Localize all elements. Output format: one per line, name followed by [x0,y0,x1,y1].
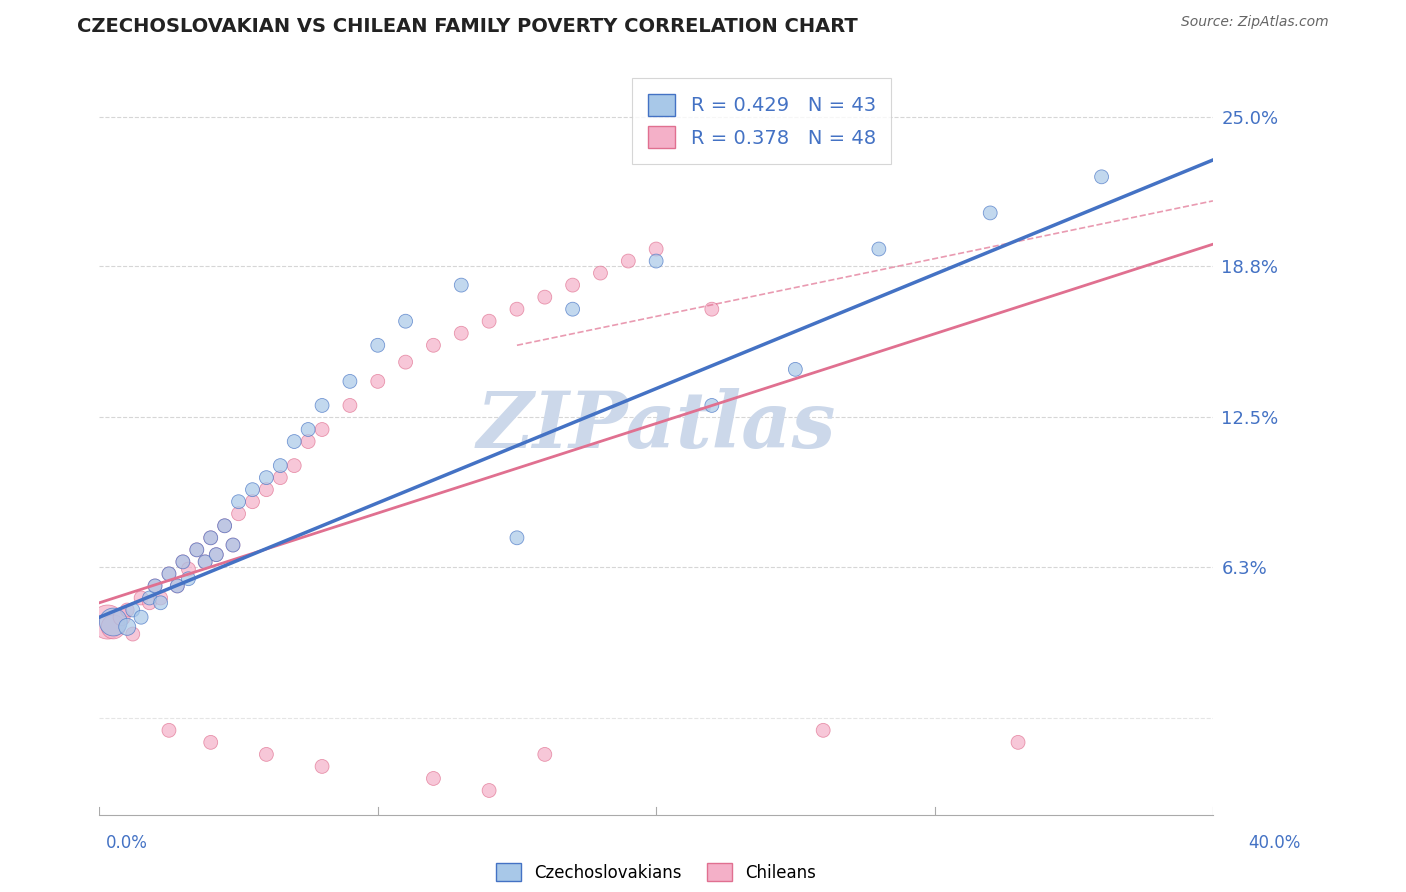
Point [533,747,555,762]
Text: 40.0%: 40.0% [1249,834,1301,852]
Point [186,542,208,557]
Point [157,723,180,738]
Point [200,531,222,545]
Point [478,783,501,797]
Point [205,548,228,562]
Point [311,399,333,413]
Point [138,591,160,605]
Point [222,538,245,552]
Point [478,314,501,328]
Point [561,278,583,293]
Point [339,375,361,389]
Point [561,302,583,317]
Point [422,338,444,352]
Point [533,290,555,304]
Point [166,579,188,593]
Point [115,620,138,634]
Point [450,278,472,293]
Point [194,555,217,569]
Point [979,206,1001,220]
Point [311,423,333,437]
Point [194,555,217,569]
Point [868,242,890,256]
Point [450,326,472,341]
Point [129,591,152,605]
Point [394,314,416,328]
Point [157,566,180,581]
Point [1090,169,1112,184]
Point [138,596,160,610]
Point [228,507,250,521]
Point [700,302,723,317]
Point [111,610,134,624]
Point [339,399,361,413]
Point [103,615,125,629]
Point [143,579,166,593]
Point [242,494,264,508]
Point [177,572,200,586]
Point [367,375,389,389]
Point [297,423,319,437]
Point [214,518,236,533]
Point [617,254,640,268]
Point [186,542,208,557]
Point [297,434,319,449]
Point [222,538,245,552]
Text: Source: ZipAtlas.com: Source: ZipAtlas.com [1181,15,1329,29]
Point [269,470,291,484]
Point [311,759,333,773]
Point [283,434,305,449]
Point [242,483,264,497]
Point [422,772,444,786]
Point [645,254,668,268]
Text: CZECHOSLOVAKIAN VS CHILEAN FAMILY POVERTY CORRELATION CHART: CZECHOSLOVAKIAN VS CHILEAN FAMILY POVERT… [77,17,858,37]
Point [394,355,416,369]
Point [283,458,305,473]
Point [700,399,723,413]
Point [205,548,228,562]
Point [166,579,188,593]
Point [785,362,807,376]
Point [269,458,291,473]
Point [214,518,236,533]
Point [811,723,834,738]
Point [97,615,120,629]
Point [129,610,152,624]
Point [506,302,529,317]
Point [254,470,277,484]
Point [200,735,222,749]
Text: ZIPatlas: ZIPatlas [477,388,835,465]
Point [228,494,250,508]
Point [149,596,172,610]
Point [254,483,277,497]
Legend: R = 0.429   N = 43, R = 0.378   N = 48: R = 0.429 N = 43, R = 0.378 N = 48 [633,78,891,164]
Point [157,566,180,581]
Point [172,555,194,569]
Point [177,562,200,576]
Point [589,266,612,280]
Point [149,591,172,605]
Text: 0.0%: 0.0% [105,834,148,852]
Point [121,603,143,617]
Point [645,242,668,256]
Point [143,579,166,593]
Point [200,531,222,545]
Point [103,620,125,634]
Point [1007,735,1029,749]
Point [121,627,143,641]
Point [254,747,277,762]
Point [172,555,194,569]
Point [115,603,138,617]
Point [506,531,529,545]
Point [367,338,389,352]
